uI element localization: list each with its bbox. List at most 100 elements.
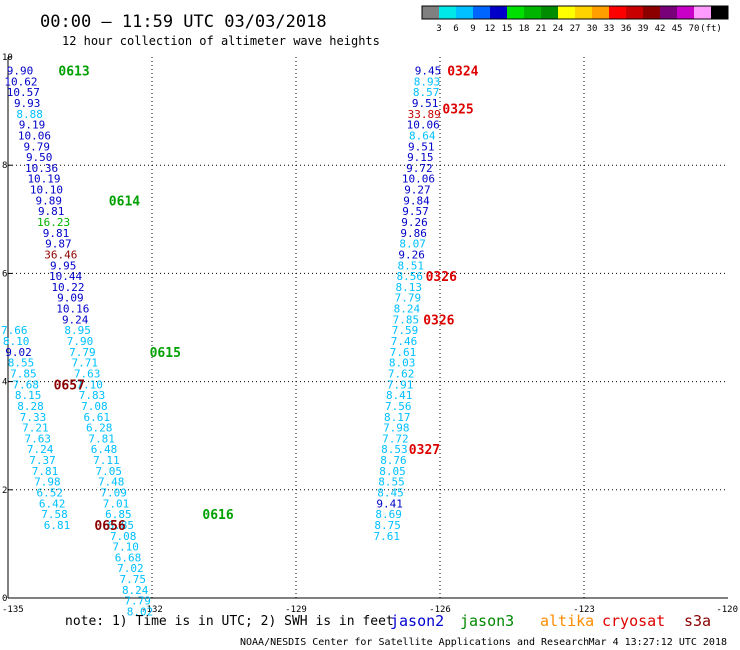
wave-height-point: 8.69 [375, 508, 402, 521]
x-tick-label: -135 [2, 605, 24, 615]
y-tick-label: 6 [2, 269, 7, 279]
wave-height-point: 8.03 [389, 357, 416, 370]
wave-height-point: 9.79 [24, 140, 51, 153]
wave-height-point: 8.17 [384, 411, 411, 424]
wave-height-point: 7.63 [25, 432, 52, 445]
wave-height-point: 8.05 [379, 465, 406, 478]
grid [8, 57, 728, 598]
scale-swatch [609, 6, 626, 19]
scale-swatch [473, 6, 490, 19]
wave-height-point: 9.41 [376, 497, 403, 510]
scale-label: 33 [604, 24, 615, 34]
satellite-legend: jason2 jason3 altika cryosat s3a [390, 612, 711, 630]
wave-height-point: 7.79 [124, 595, 151, 608]
scale-label: 18 [519, 24, 530, 34]
wave-height-point: 7.66 [1, 324, 28, 337]
x-tick-label: -126 [429, 605, 451, 615]
data-points: 9.9010.6210.579.938.889.1910.069.799.501… [1, 65, 441, 619]
wave-height-point: 7.71 [72, 357, 99, 370]
wave-height-point: 6.81 [44, 519, 71, 532]
wave-height-point: 6.48 [91, 443, 118, 456]
scale-label: (ft) [700, 24, 722, 34]
wave-height-point: 33.89 [408, 108, 441, 121]
scale-label: 27 [570, 24, 581, 34]
wave-height-point: 7.59 [392, 324, 419, 337]
wave-height-point: 8.10 [3, 335, 30, 348]
wave-height-point: 10.06 [18, 129, 51, 142]
wave-height-point: 8.56 [397, 270, 424, 283]
wave-height-point: 6.42 [39, 497, 66, 510]
wave-height-point: 9.57 [402, 205, 429, 218]
wave-height-point: 6.85 [105, 508, 132, 521]
y-tick-label: 10 [2, 53, 13, 63]
scale-swatch [507, 6, 524, 19]
wave-height-point: 10.22 [51, 281, 84, 294]
wave-height-point: 9.86 [400, 227, 427, 240]
wave-height-point: 7.10 [76, 378, 103, 391]
scale-swatch [626, 6, 643, 19]
scale-label: 70 [689, 24, 700, 34]
wave-height-point: 10.19 [27, 173, 60, 186]
wave-height-point: 16.23 [37, 216, 70, 229]
legend-jason2: jason2 [390, 612, 444, 630]
scale-swatch [677, 6, 694, 19]
scale-swatch [592, 6, 609, 19]
wave-height-point: 9.50 [26, 151, 53, 164]
wave-height-point: 10.16 [56, 303, 89, 316]
wave-height-point: 9.90 [7, 65, 34, 78]
wave-height-point: 8.24 [122, 584, 149, 597]
wave-height-point: 7.48 [98, 476, 125, 489]
wave-height-point: 9.24 [62, 313, 89, 326]
wave-height-point: 8.88 [16, 108, 43, 121]
wave-height-point: 7.72 [382, 432, 409, 445]
wave-height-point: 7.61 [373, 530, 400, 543]
wave-height-point: 9.26 [401, 216, 428, 229]
pass-time-label: 0324 [447, 65, 478, 80]
scale-label: 42 [655, 24, 666, 34]
scale-label: 15 [502, 24, 513, 34]
pass-time-label: 0613 [58, 65, 89, 80]
wave-height-point: 10.36 [25, 162, 58, 175]
wave-height-point: 7.08 [81, 400, 108, 413]
wave-height-point: 7.02 [117, 562, 144, 575]
scale-swatch [456, 6, 473, 19]
scale-label: 12 [485, 24, 496, 34]
wave-height-point: 9.15 [407, 151, 434, 164]
pass-time-label: 0614 [109, 194, 140, 209]
pass-time-label: 0657 [54, 378, 85, 393]
scale-label: 45 [672, 24, 683, 34]
wave-height-point: 9.09 [57, 292, 84, 305]
scale-swatch [711, 6, 728, 19]
wave-height-point: 8.76 [380, 454, 407, 467]
wave-height-point: 9.27 [404, 184, 431, 197]
scale-swatch [490, 6, 507, 19]
legend-jason3: jason3 [460, 612, 514, 630]
scale-swatch [541, 6, 558, 19]
wave-height-point: 6.85 [108, 519, 135, 532]
wave-height-point: 8.55 [8, 357, 35, 370]
scale-label: 36 [621, 24, 632, 34]
scale-swatch [643, 6, 660, 19]
wave-height-point: 10.62 [4, 75, 37, 88]
scale-label: 21 [536, 24, 547, 34]
wave-height-point: 9.81 [43, 227, 70, 240]
chart-title: 00:00 – 11:59 UTC 03/03/2018 [40, 12, 327, 32]
wave-height-point: 9.95 [50, 259, 77, 272]
wave-height-point: 9.26 [398, 248, 425, 261]
wave-height-point: 9.19 [19, 119, 46, 132]
wave-height-point: 36.46 [44, 248, 77, 261]
wave-height-point: 7.58 [41, 508, 68, 521]
wave-height-point: 7.81 [88, 432, 115, 445]
wave-height-point: 7.37 [29, 454, 56, 467]
pass-time-label: 0325 [442, 102, 473, 117]
wave-height-point: 7.24 [27, 443, 54, 456]
wave-height-point: 7.75 [120, 573, 147, 586]
wave-height-point: 8.02 [127, 606, 154, 619]
wave-height-point: 7.79 [395, 292, 422, 305]
wave-height-point: 9.81 [38, 205, 65, 218]
x-tick-label: -123 [573, 605, 595, 615]
wave-height-point: 7.56 [385, 400, 412, 413]
axes: -135 -132 -129 -126 -123 -120 0 2 4 6 8 10 [2, 53, 738, 615]
wave-height-point: 9.72 [406, 162, 433, 175]
wave-height-point: 7.63 [74, 367, 101, 380]
